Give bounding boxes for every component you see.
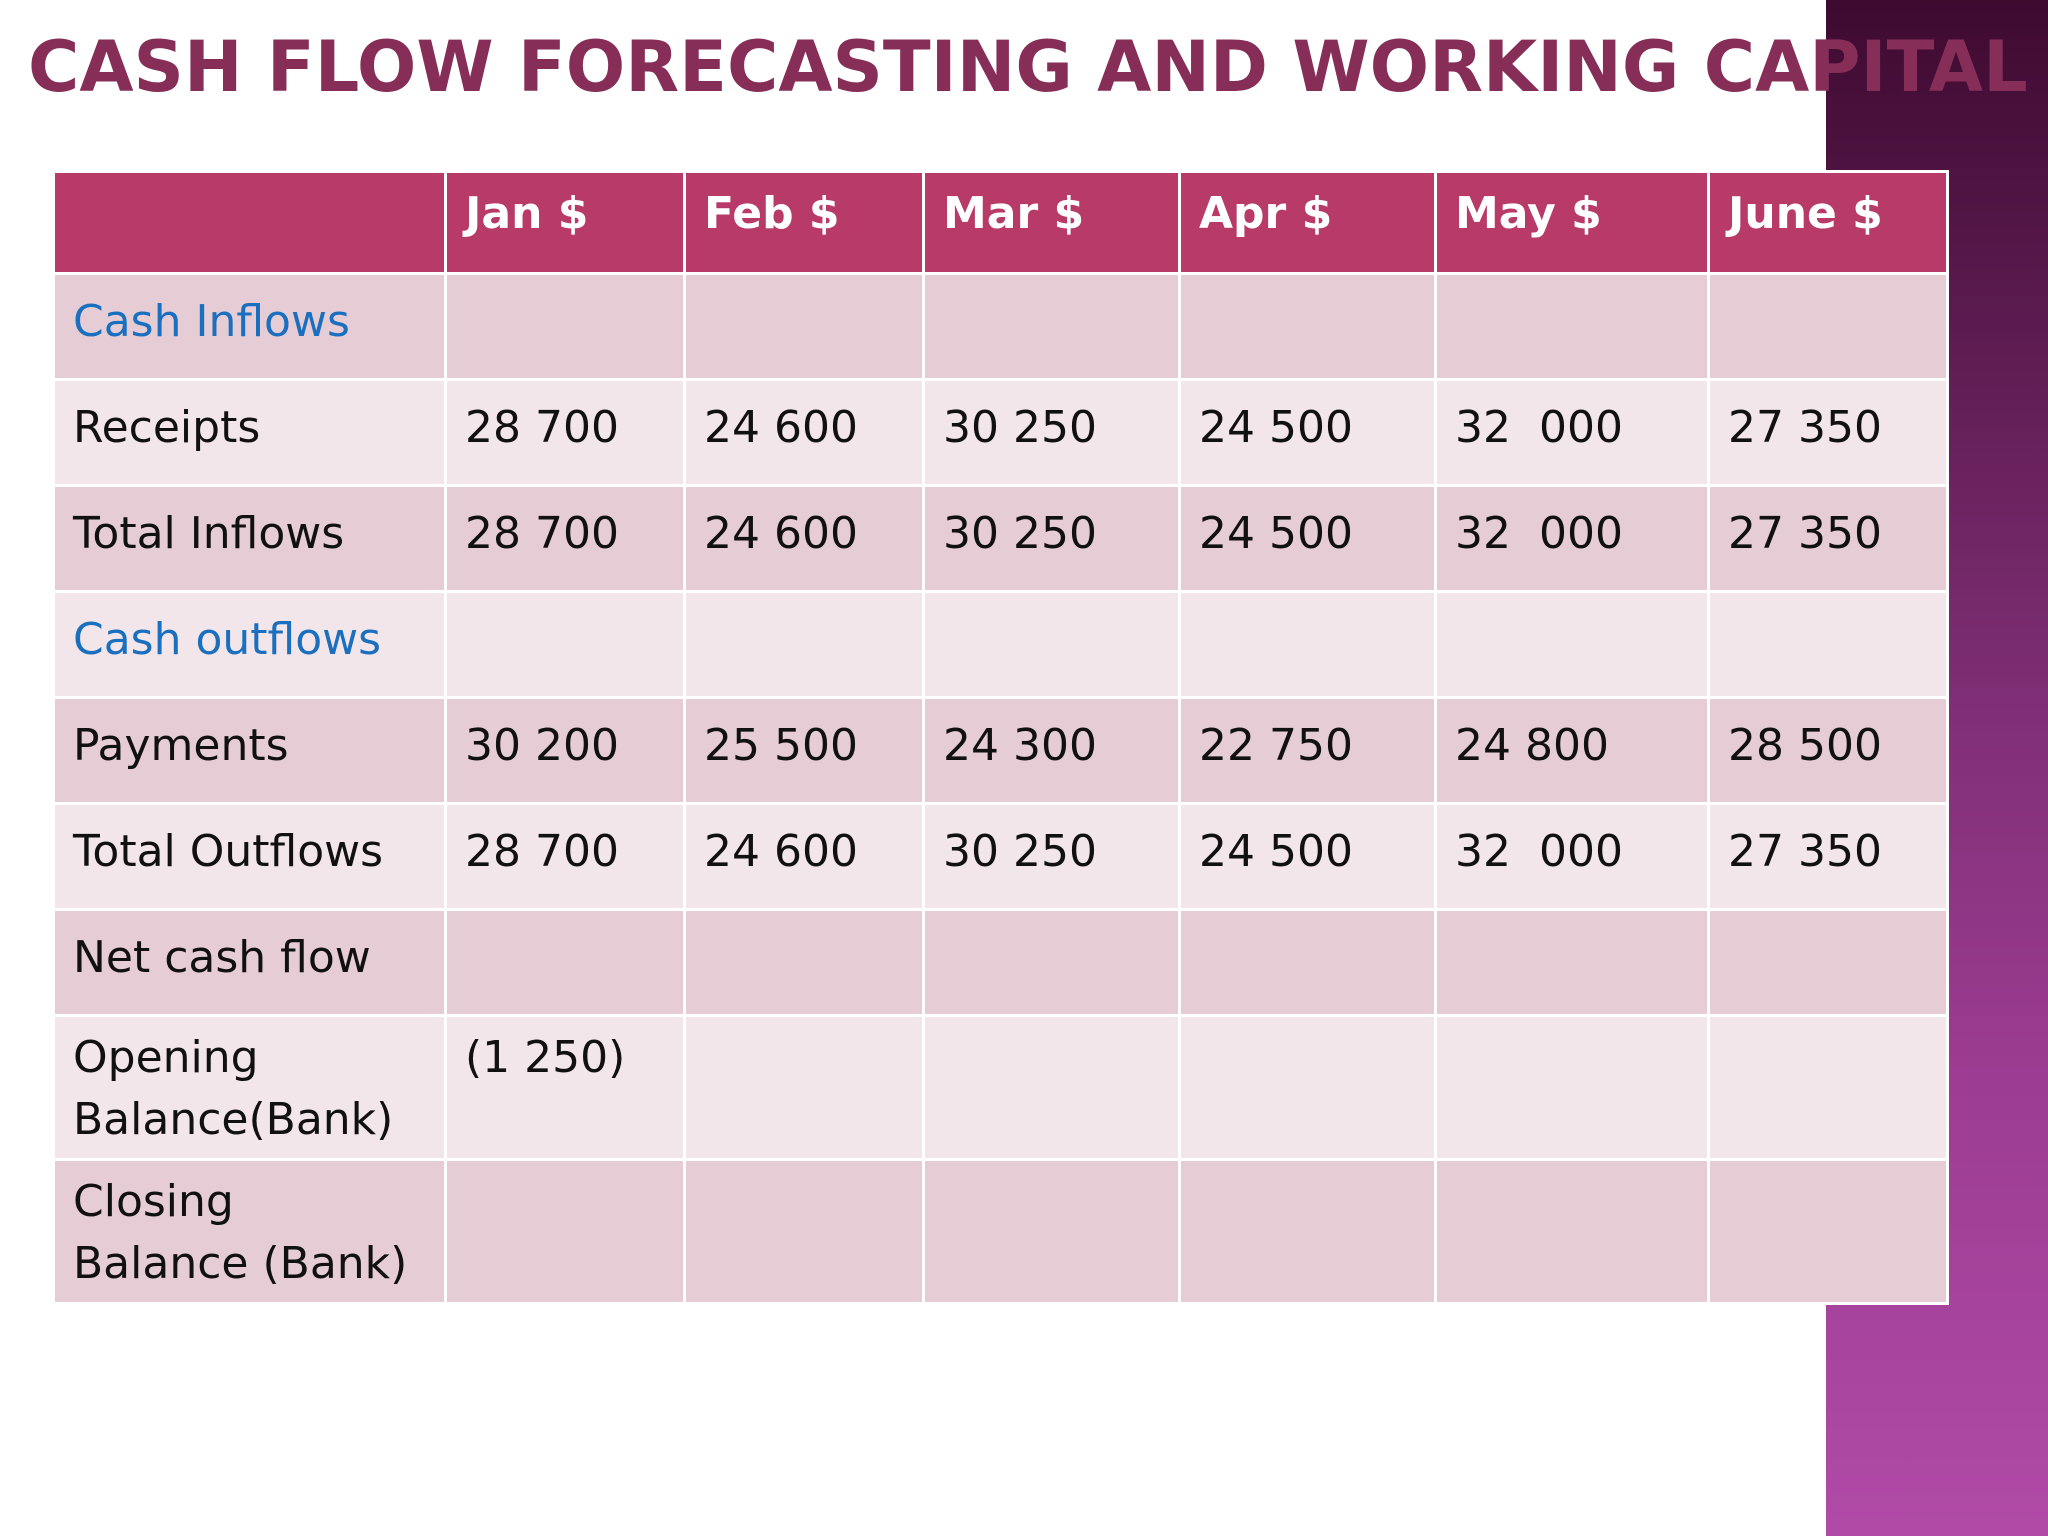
table-cell (1707, 908, 1949, 1017)
table-cell: 24 600 (683, 484, 925, 593)
table-cell (1707, 590, 1949, 699)
table-cell: (1 250) (444, 1014, 686, 1161)
header-cell-apr: Apr $ (1178, 170, 1437, 275)
table-cell: 32 000 (1434, 378, 1710, 487)
table-cell: 32 000 (1434, 802, 1710, 911)
table-row-net-cash-flow: Net cash flow (52, 908, 1949, 1017)
table-cell: 28 700 (444, 378, 686, 487)
table-cell (1178, 272, 1437, 381)
table-cell (683, 590, 925, 699)
table-row-payments: Payments 30 200 25 500 24 300 22 750 24 … (52, 696, 1949, 805)
row-label: Receipts (52, 378, 447, 487)
header-cell-feb: Feb $ (683, 170, 925, 275)
table-cell: 24 600 (683, 378, 925, 487)
table-cell: 24 800 (1434, 696, 1710, 805)
table-row-cash-inflows: Cash Inflows (52, 272, 1949, 381)
table-cell (1434, 908, 1710, 1017)
table-cell (922, 590, 1181, 699)
row-label: Opening Balance(Bank) (52, 1014, 447, 1161)
table-row-closing-balance: Closing Balance (Bank) (52, 1158, 1949, 1305)
table-cell (1434, 1014, 1710, 1161)
table-cell: 24 600 (683, 802, 925, 911)
table-cell: 27 350 (1707, 378, 1949, 487)
table-cell (1434, 590, 1710, 699)
table-cell (444, 272, 686, 381)
table-cell: 30 250 (922, 378, 1181, 487)
table-cell: 30 250 (922, 484, 1181, 593)
table-cell (444, 590, 686, 699)
table-cell (1178, 590, 1437, 699)
table-cell (683, 272, 925, 381)
row-label: Closing Balance (Bank) (52, 1158, 447, 1305)
slide-title: CASH FLOW FORECASTING AND WORKING CAPITA… (28, 26, 2028, 108)
table-cell: 25 500 (683, 696, 925, 805)
row-label: Cash outflows (52, 590, 447, 699)
row-label-text: Closing Balance (Bank) (73, 1176, 408, 1289)
table-cell: 28 700 (444, 802, 686, 911)
table-cell: 32 000 (1434, 484, 1710, 593)
header-cell-blank (52, 170, 447, 275)
table-cell (922, 908, 1181, 1017)
table-cell (1434, 1158, 1710, 1305)
table-header-row: Jan $ Feb $ Mar $ Apr $ May $ June $ (52, 170, 1949, 275)
table-cell: 28 700 (444, 484, 686, 593)
table-cell: 27 350 (1707, 802, 1949, 911)
table-cell: 30 250 (922, 802, 1181, 911)
table-cell (1178, 1158, 1437, 1305)
table-row-total-inflows: Total Inflows 28 700 24 600 30 250 24 50… (52, 484, 1949, 593)
table-cell (922, 1014, 1181, 1161)
table-cell (922, 272, 1181, 381)
row-label: Total Outflows (52, 802, 447, 911)
table-cell (922, 1158, 1181, 1305)
table-row-receipts: Receipts 28 700 24 600 30 250 24 500 32 … (52, 378, 1949, 487)
table-cell: 28 500 (1707, 696, 1949, 805)
row-label-text: Opening Balance(Bank) (73, 1032, 394, 1145)
header-cell-may: May $ (1434, 170, 1710, 275)
header-cell-june: June $ (1707, 170, 1949, 275)
table-cell (1707, 1158, 1949, 1305)
table-cell (1707, 272, 1949, 381)
table-row-cash-outflows: Cash outflows (52, 590, 1949, 699)
table-row-total-outflows: Total Outflows 28 700 24 600 30 250 24 5… (52, 802, 1949, 911)
table-cell: 24 300 (922, 696, 1181, 805)
table-cell: 24 500 (1178, 378, 1437, 487)
header-cell-mar: Mar $ (922, 170, 1181, 275)
table-row-opening-balance: Opening Balance(Bank) (1 250) (52, 1014, 1949, 1161)
table-cell (683, 1158, 925, 1305)
table-cell (1178, 908, 1437, 1017)
row-label: Payments (52, 696, 447, 805)
table-cell: 30 200 (444, 696, 686, 805)
row-label: Cash Inflows (52, 272, 447, 381)
row-label: Net cash flow (52, 908, 447, 1017)
table-cell: 24 500 (1178, 802, 1437, 911)
table-cell (444, 1158, 686, 1305)
table-cell (1707, 1014, 1949, 1161)
table-cell: 27 350 (1707, 484, 1949, 593)
row-label: Total Inflows (52, 484, 447, 593)
table-cell (683, 908, 925, 1017)
table-cell (444, 908, 686, 1017)
table-cell: 22 750 (1178, 696, 1437, 805)
table-cell: 24 500 (1178, 484, 1437, 593)
header-cell-jan: Jan $ (444, 170, 686, 275)
cash-flow-table: Jan $ Feb $ Mar $ Apr $ May $ June $ Cas… (52, 170, 1949, 1305)
table-cell (683, 1014, 925, 1161)
table-cell (1178, 1014, 1437, 1161)
table-cell (1434, 272, 1710, 381)
